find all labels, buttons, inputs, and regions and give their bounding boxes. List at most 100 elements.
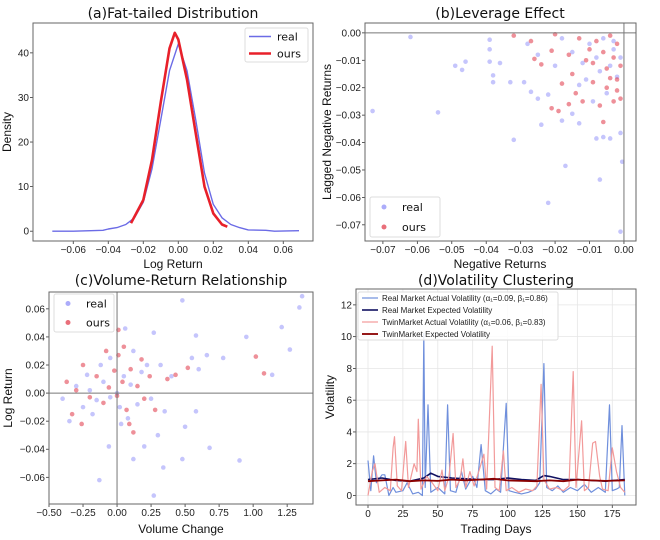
x-tick-label: −0.04 bbox=[96, 245, 122, 256]
point-ours bbox=[532, 56, 537, 62]
legend-label: ours bbox=[402, 221, 426, 234]
x-tick-label: 175 bbox=[604, 509, 621, 520]
point-real bbox=[73, 383, 79, 389]
point-real bbox=[297, 305, 302, 310]
title-c: (c)Volume-Return Relationship bbox=[75, 273, 288, 289]
point-real bbox=[161, 465, 166, 470]
point-ours bbox=[614, 77, 620, 82]
point-real bbox=[80, 404, 86, 410]
point-ours bbox=[253, 354, 259, 359]
x-tick-label: 25 bbox=[397, 509, 409, 520]
point-real bbox=[528, 89, 534, 95]
point-ours bbox=[121, 344, 127, 350]
title-b: (b)Leverage Effect bbox=[435, 6, 565, 22]
point-ours bbox=[131, 430, 136, 435]
legend-frame bbox=[369, 196, 441, 238]
point-real bbox=[141, 444, 147, 449]
point-real bbox=[597, 177, 603, 182]
y-tick-label: 0.04 bbox=[26, 332, 46, 343]
point-real bbox=[279, 324, 285, 330]
point-real bbox=[97, 477, 102, 483]
point-real bbox=[600, 134, 606, 140]
x-tick-label: 0.00 bbox=[107, 508, 127, 519]
point-real bbox=[237, 458, 242, 463]
y-tick-label: 12 bbox=[341, 300, 353, 311]
point-ours bbox=[614, 88, 620, 93]
x-tick-label: −0.01 bbox=[577, 245, 603, 256]
point-ours bbox=[607, 75, 613, 81]
point-real bbox=[487, 47, 492, 52]
x-tick-label: −0.03 bbox=[508, 245, 534, 256]
legend-marker bbox=[65, 301, 71, 306]
point-ours bbox=[604, 85, 610, 91]
xlabel-c: Volume Change bbox=[138, 522, 224, 536]
point-real bbox=[490, 79, 496, 85]
point-ours bbox=[147, 373, 153, 379]
point-real bbox=[94, 397, 99, 403]
legend-label: Real Market Actual Volatility (α₁=0.09, … bbox=[382, 294, 548, 303]
point-ours bbox=[604, 66, 610, 71]
plot-area-c bbox=[60, 293, 305, 498]
x-tick-label: 0.04 bbox=[239, 245, 259, 256]
ylabel-b: Lagged Negative Returns bbox=[320, 64, 334, 200]
y-tick-label: 2 bbox=[346, 459, 352, 470]
legend-marker bbox=[381, 204, 387, 210]
point-ours bbox=[528, 38, 534, 44]
point-real bbox=[148, 396, 154, 402]
point-real bbox=[594, 55, 599, 60]
legend-c: real ours bbox=[53, 293, 115, 333]
point-real bbox=[459, 67, 465, 73]
axes-frame-a bbox=[32, 22, 314, 242]
point-real bbox=[87, 387, 93, 393]
point-real bbox=[182, 424, 188, 430]
y-tick-label: 8 bbox=[346, 364, 352, 375]
y-tick-label: −0.02 bbox=[20, 417, 46, 428]
point-real bbox=[487, 59, 492, 64]
point-ours bbox=[112, 368, 117, 373]
point-real bbox=[587, 41, 592, 47]
point-real bbox=[90, 411, 95, 417]
point-real bbox=[60, 396, 65, 402]
y-tick-label: −0.04 bbox=[336, 138, 362, 149]
point-real bbox=[576, 82, 582, 88]
y-tick-label: 4 bbox=[346, 427, 352, 438]
series-line-3 bbox=[367, 477, 625, 483]
point-ours bbox=[576, 36, 582, 41]
point-real bbox=[497, 60, 503, 66]
legend-label: real bbox=[86, 298, 107, 311]
point-ours bbox=[73, 387, 79, 393]
point-real bbox=[193, 333, 199, 338]
point-ours bbox=[600, 49, 606, 55]
point-real bbox=[545, 92, 551, 97]
x-tick-label: 1.25 bbox=[277, 508, 297, 519]
y-tick-label: 10 bbox=[18, 182, 30, 193]
point-real bbox=[508, 79, 513, 85]
point-real bbox=[135, 402, 140, 407]
point-real bbox=[269, 372, 275, 378]
y-tick-label: 0.06 bbox=[26, 304, 46, 315]
point-ours bbox=[152, 407, 158, 413]
point-ours bbox=[549, 48, 554, 53]
legend-label: ours bbox=[277, 48, 301, 61]
x-tick-label: 0.75 bbox=[209, 508, 229, 519]
y-tick-label: −0.07 bbox=[336, 220, 362, 231]
legend-b: real ours bbox=[369, 196, 441, 238]
legend-label: real bbox=[402, 201, 423, 214]
point-real bbox=[545, 200, 551, 206]
legend-label: ours bbox=[86, 317, 110, 330]
point-ours bbox=[556, 108, 561, 114]
point-real bbox=[151, 493, 157, 498]
point-ours bbox=[103, 348, 109, 354]
ylabel-a: Density bbox=[0, 112, 14, 152]
point-real bbox=[125, 416, 131, 421]
point-ours bbox=[80, 362, 86, 368]
panel-d: 0 25 50 75 100 125 150 175 0 2 4 6 8 10 12 Real Market … bbox=[341, 288, 637, 520]
point-real bbox=[619, 159, 625, 165]
point-real bbox=[559, 36, 565, 41]
point-real bbox=[618, 130, 623, 136]
axes-frame-d bbox=[355, 288, 637, 506]
plot-area-a bbox=[52, 31, 300, 232]
point-real bbox=[607, 136, 613, 141]
point-real bbox=[552, 63, 558, 69]
x-tick-label: 0.06 bbox=[274, 245, 294, 256]
